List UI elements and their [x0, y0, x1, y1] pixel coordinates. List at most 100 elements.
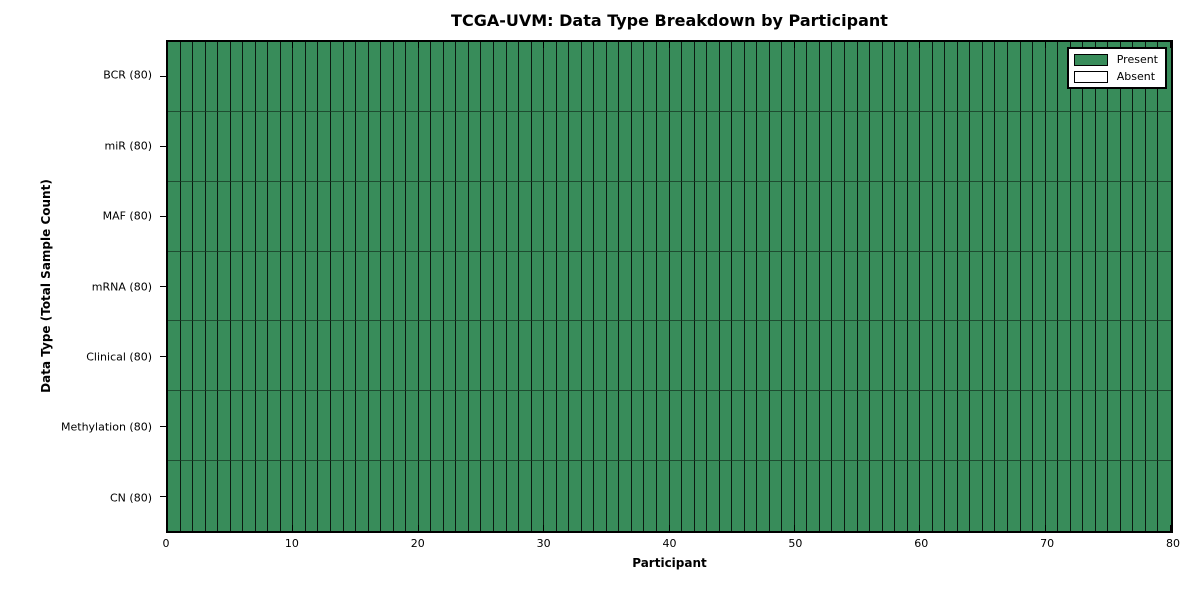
heatmap-cell — [857, 42, 871, 112]
heatmap-cell — [318, 391, 331, 462]
heatmap-cell — [406, 321, 419, 392]
heatmap-cell — [519, 111, 532, 182]
heatmap-cell — [468, 181, 482, 252]
heatmap-cell — [832, 391, 846, 462]
heatmap-cell — [230, 461, 244, 531]
heatmap-cell — [757, 251, 770, 322]
heatmap-cell — [493, 461, 507, 531]
heatmap-cell — [794, 321, 808, 392]
heatmap-cell — [1108, 111, 1121, 182]
heatmap-cell — [845, 391, 858, 462]
x-tick-mark — [543, 525, 545, 531]
y-tick-label: Methylation (80) — [61, 420, 152, 434]
heatmap-cell — [619, 251, 632, 322]
heatmap-cell — [305, 111, 319, 182]
heatmap-cell — [669, 391, 683, 462]
x-tick-label: 0 — [162, 537, 170, 550]
heatmap-cell — [431, 42, 444, 112]
heatmap-cell — [481, 391, 494, 462]
heatmap-cell — [544, 321, 557, 392]
heatmap-cell — [744, 391, 758, 462]
heatmap-cell — [1033, 42, 1046, 112]
heatmap-cell — [293, 321, 306, 392]
heatmap-cell — [970, 251, 983, 322]
heatmap-cell — [1020, 251, 1034, 322]
heatmap-cell — [443, 111, 457, 182]
heatmap-cell — [168, 391, 181, 462]
heatmap-cell — [769, 111, 783, 182]
heatmap-cell — [606, 321, 620, 392]
heatmap-cell — [631, 111, 645, 182]
heatmap-cell — [343, 181, 357, 252]
heatmap-cell — [406, 181, 419, 252]
heatmap-cell — [970, 111, 983, 182]
heatmap-cell — [819, 111, 833, 182]
heatmap-cell — [957, 181, 971, 252]
x-tick-mark — [793, 42, 795, 48]
heatmap-cell — [581, 321, 595, 392]
heatmap-cell — [782, 391, 795, 462]
heatmap-cell — [280, 321, 294, 392]
x-tick-mark — [417, 525, 419, 531]
heatmap-cell — [255, 391, 269, 462]
heatmap-cell — [368, 111, 382, 182]
heatmap-cell — [1145, 111, 1159, 182]
heatmap-cell — [807, 181, 820, 252]
heatmap-cell — [794, 391, 808, 462]
heatmap-cell — [481, 251, 494, 322]
heatmap-cell — [644, 321, 657, 392]
heatmap-cell — [393, 321, 407, 392]
heatmap-cell — [330, 321, 344, 392]
heatmap-cell — [1033, 321, 1046, 392]
heatmap-cell — [481, 461, 494, 531]
heatmap-cell — [832, 181, 846, 252]
x-tick-mark — [1170, 525, 1171, 531]
heatmap-cell — [732, 251, 745, 322]
heatmap-cell — [682, 42, 695, 112]
heatmap-cell — [920, 461, 933, 531]
heatmap-cell — [280, 251, 294, 322]
heatmap-cell — [519, 181, 532, 252]
heatmap-cell — [1120, 391, 1134, 462]
heatmap-cell — [418, 111, 432, 182]
heatmap-cell — [782, 42, 795, 112]
legend-label: Present — [1116, 53, 1158, 66]
heatmap-cell — [794, 461, 808, 531]
heatmap-cell — [280, 111, 294, 182]
heatmap-cell — [982, 461, 996, 531]
heatmap-cell — [1083, 251, 1096, 322]
heatmap-cell — [243, 321, 256, 392]
heatmap-cell — [393, 251, 407, 322]
heatmap-cell — [719, 251, 733, 322]
heatmap-cell — [656, 251, 670, 322]
legend: Present Absent — [1066, 47, 1167, 89]
heatmap-cell — [368, 391, 382, 462]
heatmap-cell — [1108, 391, 1121, 462]
heatmap-cell — [330, 251, 344, 322]
heatmap-cell — [769, 391, 783, 462]
heatmap-cell — [368, 461, 382, 531]
heatmap-cell — [293, 42, 306, 112]
heatmap-cell — [481, 321, 494, 392]
heatmap-cell — [819, 181, 833, 252]
heatmap-cell — [907, 321, 921, 392]
heatmap-cell — [732, 321, 745, 392]
heatmap-cell — [982, 181, 996, 252]
heatmap-cell — [769, 181, 783, 252]
heatmap-cell — [857, 181, 871, 252]
heatmap-cell — [418, 321, 432, 392]
heatmap-cell — [1033, 181, 1046, 252]
heatmap-cell — [531, 391, 545, 462]
heatmap-cell — [769, 461, 783, 531]
heatmap-cell — [819, 321, 833, 392]
y-tick-mark — [160, 216, 166, 218]
heatmap-cell — [669, 111, 683, 182]
heatmap-cell — [995, 321, 1008, 392]
heatmap-cell — [819, 42, 833, 112]
heatmap-cell — [393, 181, 407, 252]
heatmap-cell — [1008, 321, 1021, 392]
heatmap-cell — [468, 461, 482, 531]
heatmap-cell — [456, 461, 469, 531]
heatmap-cell — [1108, 181, 1121, 252]
heatmap-cell — [857, 391, 871, 462]
